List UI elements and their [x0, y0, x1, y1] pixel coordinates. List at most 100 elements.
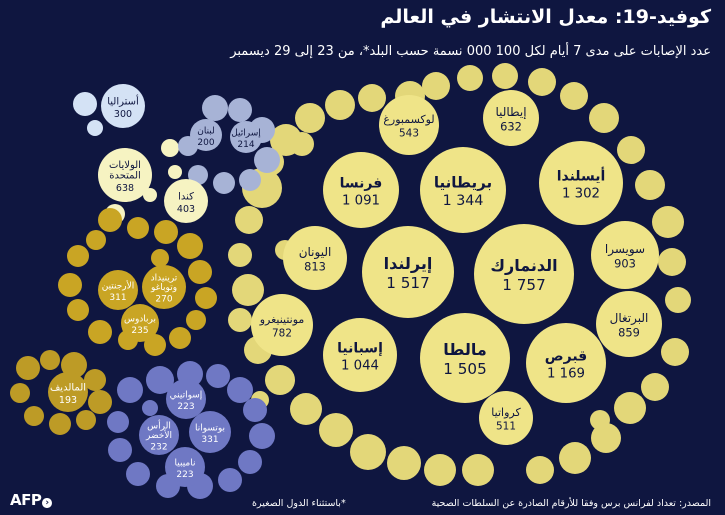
filler-bubble — [76, 410, 96, 430]
value-label: 1 169 — [547, 366, 585, 381]
filler-bubble — [249, 423, 275, 449]
country-label: الأخضر — [145, 429, 172, 441]
bubble-middle_east — [190, 119, 222, 151]
bubble-europe — [251, 294, 313, 356]
value-label: 403 — [177, 204, 195, 215]
filler-bubble — [235, 206, 263, 234]
afp-logo: AFP › — [10, 491, 52, 509]
country-label: لوكسمبورغ — [383, 113, 434, 126]
country-label: اليونان — [299, 245, 332, 260]
country-label: الولايات — [109, 160, 141, 171]
value-label: 1 505 — [443, 360, 486, 378]
country-label: سويسرا — [605, 242, 645, 257]
filler-bubble — [387, 446, 421, 480]
country-label: الأرجنتين — [102, 279, 135, 291]
filler-bubble — [188, 165, 208, 185]
filler-bubble — [10, 383, 30, 403]
country-label: الرأس — [147, 420, 171, 432]
filler-bubble — [107, 411, 129, 433]
value-label: 1 302 — [562, 186, 600, 201]
bubble-oceania — [101, 84, 145, 128]
filler-bubble — [325, 90, 355, 120]
filler-bubble — [73, 92, 97, 116]
bubble-europe — [479, 391, 533, 445]
filler-bubble — [67, 299, 89, 321]
value-label: 193 — [59, 395, 77, 406]
filler-bubble — [228, 98, 252, 122]
filler-bubble — [526, 456, 554, 484]
filler-bubble — [560, 82, 588, 110]
filler-bubble — [319, 413, 353, 447]
bubble-europe — [596, 291, 662, 357]
bubble-europe — [526, 323, 606, 403]
filler-bubble — [589, 103, 619, 133]
filler-bubble — [665, 287, 691, 313]
filler-bubble — [228, 308, 252, 332]
value-label: 300 — [114, 109, 132, 120]
filler-bubble — [218, 468, 242, 492]
country-label: إسرائيل — [231, 128, 261, 138]
filler-bubble — [238, 450, 262, 474]
bubble-europe — [483, 90, 539, 146]
country-label: بريطانيا — [434, 173, 492, 191]
bubble-middle_east — [230, 121, 262, 153]
bubble-africa — [165, 447, 205, 487]
page-subtitle: عدد الإصابات على مدى 7 أيام لكل 100 000 … — [230, 44, 711, 59]
value-label: 1 517 — [386, 274, 429, 292]
country-label: بربادوس — [124, 314, 156, 324]
value-label: 859 — [618, 326, 640, 340]
country-label: بوتسوانا — [195, 423, 225, 433]
value-label: 1 344 — [443, 193, 484, 209]
bubble-europe — [283, 226, 347, 290]
filler-bubble — [143, 188, 157, 202]
country-label: إسبانيا — [337, 341, 383, 357]
value-label: 813 — [304, 260, 326, 274]
filler-bubble — [161, 139, 179, 157]
country-label: لبنان — [197, 126, 215, 136]
bubble-europe — [591, 221, 659, 289]
filler-bubble — [127, 217, 149, 239]
filler-bubble — [290, 393, 322, 425]
bubble-africa — [166, 379, 206, 419]
filler-bubble — [88, 390, 112, 414]
filler-bubble — [195, 287, 217, 309]
filler-bubble — [49, 413, 71, 435]
filler-bubble — [142, 400, 158, 416]
filler-bubble — [168, 165, 182, 179]
bubble-north_america — [98, 148, 152, 202]
value-label: 200 — [197, 138, 214, 148]
filler-bubble — [265, 365, 295, 395]
filler-bubble — [424, 454, 456, 486]
filler-bubble — [290, 132, 314, 156]
filler-bubble — [146, 366, 174, 394]
country-label: أستراليا — [107, 94, 139, 107]
bubble-europe — [420, 147, 506, 233]
filler-bubble — [661, 338, 689, 366]
value-label: 1 091 — [342, 193, 380, 208]
country-label: إيطاليا — [495, 105, 526, 119]
value-label: 270 — [155, 295, 172, 305]
filler-bubble — [88, 320, 112, 344]
value-label: 223 — [177, 402, 194, 412]
filler-bubble — [84, 369, 106, 391]
filler-bubble — [154, 220, 178, 244]
value-label: 214 — [237, 140, 254, 150]
filler-bubble — [350, 434, 386, 470]
filler-bubble — [86, 230, 106, 250]
country-label: المتحدة — [109, 171, 141, 182]
country-label: ناميبيا — [175, 458, 196, 468]
country-label: فرنسا — [340, 176, 383, 192]
filler-bubble — [98, 208, 122, 232]
page-title: كوفيد-19: معدل الانتشار في العالم — [380, 6, 711, 28]
bubble-north_america — [164, 179, 208, 223]
filler-bubble — [228, 243, 252, 267]
filler-bubble — [188, 260, 212, 284]
bubble-latin_america — [142, 265, 186, 309]
value-label: 632 — [500, 120, 522, 134]
country-label: قبرص — [545, 349, 587, 365]
value-label: 331 — [201, 435, 218, 445]
country-label: ترينيداد — [151, 274, 178, 284]
country-label: وتوباغو — [150, 283, 177, 293]
country-label: مالطا — [443, 340, 487, 359]
